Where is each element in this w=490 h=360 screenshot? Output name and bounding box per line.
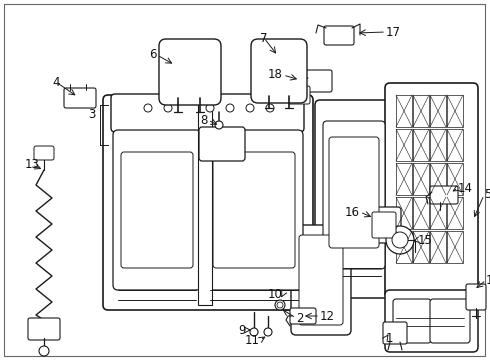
FancyBboxPatch shape — [288, 86, 310, 104]
FancyBboxPatch shape — [329, 137, 379, 248]
Bar — [447, 163, 463, 195]
FancyBboxPatch shape — [103, 95, 313, 310]
Circle shape — [226, 104, 234, 112]
FancyBboxPatch shape — [199, 127, 245, 161]
FancyBboxPatch shape — [372, 212, 396, 238]
FancyBboxPatch shape — [430, 299, 470, 343]
FancyBboxPatch shape — [324, 26, 354, 45]
FancyBboxPatch shape — [299, 235, 343, 325]
FancyBboxPatch shape — [383, 322, 407, 344]
FancyBboxPatch shape — [251, 39, 307, 103]
Bar — [447, 95, 463, 127]
FancyBboxPatch shape — [466, 284, 486, 310]
Bar — [413, 197, 429, 229]
FancyBboxPatch shape — [367, 207, 401, 243]
Circle shape — [386, 226, 414, 254]
Bar — [396, 129, 412, 161]
FancyBboxPatch shape — [323, 121, 385, 269]
Bar — [430, 197, 446, 229]
FancyBboxPatch shape — [159, 39, 221, 105]
FancyBboxPatch shape — [121, 152, 193, 268]
Bar — [430, 95, 446, 127]
Circle shape — [277, 302, 283, 308]
Bar — [413, 231, 429, 263]
FancyBboxPatch shape — [385, 290, 478, 352]
Bar — [447, 231, 463, 263]
Text: 19: 19 — [486, 274, 490, 287]
Text: 15: 15 — [418, 234, 433, 247]
FancyBboxPatch shape — [205, 130, 303, 290]
Circle shape — [246, 104, 254, 112]
Text: 6: 6 — [149, 49, 157, 62]
Bar — [396, 95, 412, 127]
Text: 2: 2 — [296, 311, 303, 324]
Text: 11: 11 — [245, 333, 260, 346]
Circle shape — [264, 328, 272, 336]
Bar — [396, 231, 412, 263]
FancyBboxPatch shape — [34, 146, 54, 160]
Circle shape — [215, 121, 223, 129]
FancyBboxPatch shape — [213, 152, 295, 268]
Text: 13: 13 — [24, 158, 39, 171]
Text: 8: 8 — [200, 113, 208, 126]
Text: 18: 18 — [268, 68, 283, 81]
Bar — [447, 197, 463, 229]
Text: 12: 12 — [320, 310, 335, 323]
Circle shape — [39, 346, 49, 356]
FancyBboxPatch shape — [315, 100, 393, 298]
FancyBboxPatch shape — [430, 186, 458, 204]
Text: 4: 4 — [52, 76, 60, 89]
Text: 16: 16 — [345, 206, 360, 219]
Bar — [447, 129, 463, 161]
FancyBboxPatch shape — [385, 83, 478, 298]
Circle shape — [275, 300, 285, 310]
Bar — [413, 129, 429, 161]
Bar — [396, 163, 412, 195]
Bar — [413, 163, 429, 195]
Text: 3: 3 — [88, 108, 96, 122]
FancyBboxPatch shape — [290, 308, 316, 324]
Text: 14: 14 — [458, 181, 473, 194]
Circle shape — [266, 104, 274, 112]
Circle shape — [250, 328, 258, 336]
FancyBboxPatch shape — [111, 94, 304, 132]
FancyBboxPatch shape — [113, 130, 201, 290]
Text: 7: 7 — [260, 31, 268, 45]
Circle shape — [144, 104, 152, 112]
Bar — [413, 95, 429, 127]
Circle shape — [164, 104, 172, 112]
Bar — [430, 129, 446, 161]
Circle shape — [392, 232, 408, 248]
FancyBboxPatch shape — [291, 225, 351, 335]
FancyBboxPatch shape — [64, 88, 96, 108]
Text: 5: 5 — [484, 189, 490, 202]
FancyBboxPatch shape — [28, 318, 60, 340]
Bar — [430, 163, 446, 195]
Text: 9: 9 — [239, 324, 246, 337]
Text: 10: 10 — [268, 288, 283, 301]
FancyBboxPatch shape — [393, 299, 431, 343]
Circle shape — [206, 104, 214, 112]
Bar — [430, 231, 446, 263]
FancyBboxPatch shape — [306, 70, 332, 92]
Text: 1: 1 — [386, 332, 393, 345]
Bar — [396, 197, 412, 229]
Text: 17: 17 — [386, 26, 401, 39]
Bar — [198, 98, 212, 305]
